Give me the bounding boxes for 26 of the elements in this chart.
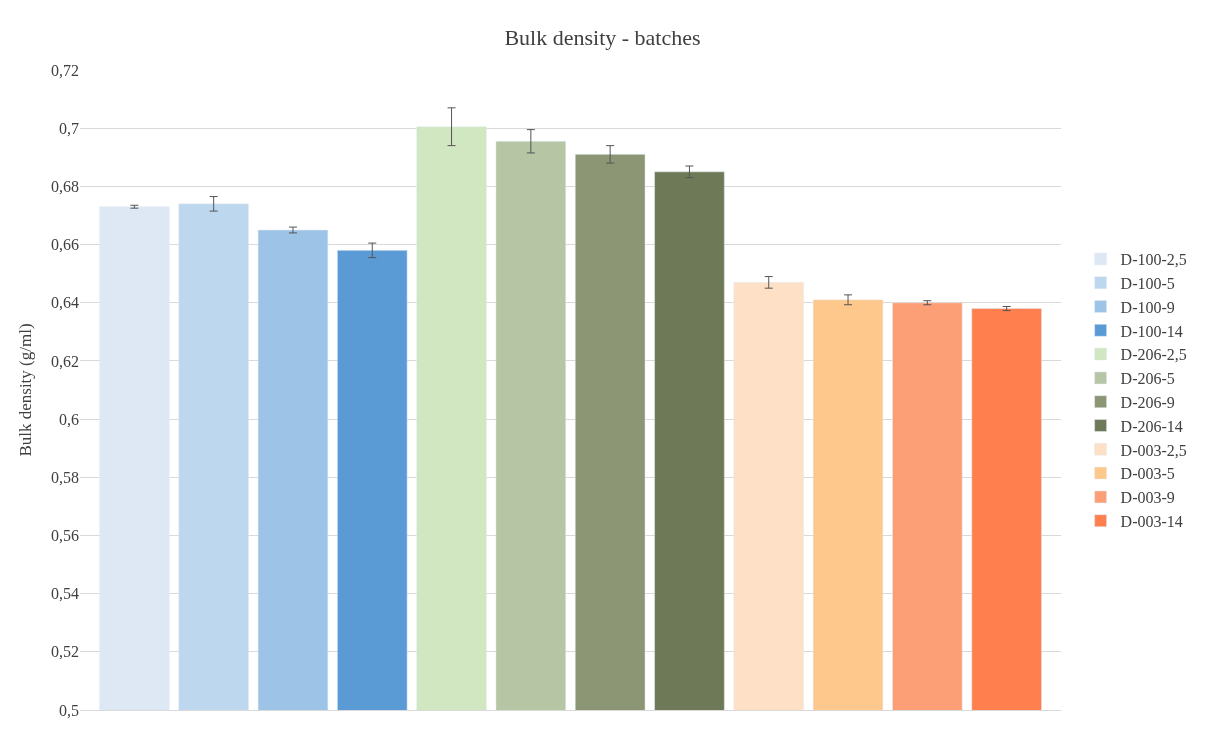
y-tick-label: 0,72 <box>51 61 79 79</box>
legend-label: D-206-9 <box>1120 393 1175 411</box>
legend-label: D-206-5 <box>1120 370 1175 388</box>
legend-label: D-206-14 <box>1120 417 1183 435</box>
legend-label: D-100-14 <box>1120 322 1183 340</box>
y-tick-label: 0,66 <box>51 236 79 254</box>
y-tick-label: 0,7 <box>59 119 79 137</box>
y-tick-label: 0,6 <box>59 410 79 428</box>
legend-label: D-100-9 <box>1120 298 1175 316</box>
legend-label: D-003-2,5 <box>1120 441 1187 459</box>
y-tick-label: 0,64 <box>51 294 79 312</box>
y-axis-title: Bulk density (g/ml) <box>15 323 35 457</box>
legend-label: D-003-14 <box>1120 512 1183 530</box>
y-tick-label: 0,58 <box>51 468 79 486</box>
y-tick-label: 0,54 <box>51 585 79 603</box>
y-tick-label: 0,5 <box>59 701 79 719</box>
y-tick-label: 0,52 <box>51 643 79 661</box>
y-tick-label: 0,68 <box>51 177 79 195</box>
y-tick-label: 0,62 <box>51 352 79 370</box>
legend-label: D-206-2,5 <box>1120 346 1187 364</box>
legend-label: D-100-2,5 <box>1120 251 1187 269</box>
chart-title: Bulk density - batches <box>504 24 701 50</box>
legend-label: D-003-9 <box>1120 489 1175 507</box>
legend-label: D-100-5 <box>1120 274 1175 292</box>
y-tick-label: 0,56 <box>51 527 79 545</box>
legend-label: D-003-5 <box>1120 465 1175 483</box>
